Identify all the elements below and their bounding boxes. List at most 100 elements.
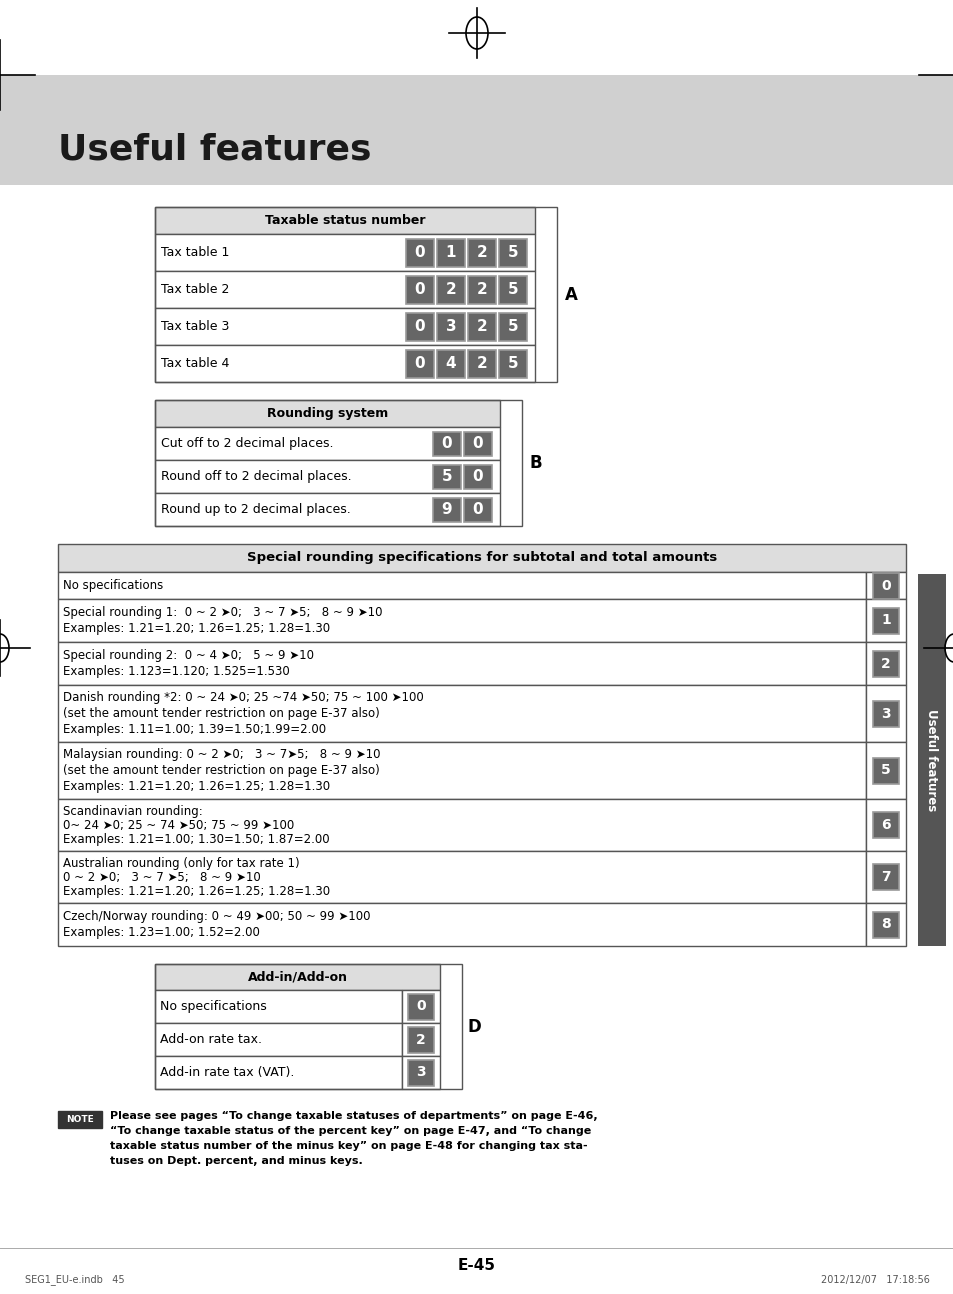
Bar (406, 349, 434, 378)
Text: Useful features: Useful features (924, 709, 938, 811)
Bar (154, 1024, 401, 1056)
Bar (58, 851, 865, 903)
Bar (154, 400, 499, 427)
Text: 5: 5 (507, 245, 517, 260)
Bar (58, 543, 905, 572)
Text: 5: 5 (507, 356, 517, 371)
Text: Scandinavian rounding:: Scandinavian rounding: (63, 805, 203, 818)
Bar (468, 238, 496, 267)
Text: 2012/12/07   17:18:56: 2012/12/07 17:18:56 (821, 1275, 929, 1285)
Bar (468, 312, 496, 340)
Bar (433, 465, 460, 489)
Text: 0: 0 (415, 282, 425, 298)
Bar (154, 345, 535, 382)
Bar (865, 851, 905, 903)
Text: Examples: 1.21=1.20; 1.26=1.25; 1.28=1.30: Examples: 1.21=1.20; 1.26=1.25; 1.28=1.3… (63, 622, 330, 635)
Bar (408, 1026, 434, 1052)
Bar (401, 990, 439, 1024)
Bar (408, 1060, 434, 1086)
Bar (406, 276, 434, 304)
Bar (498, 349, 526, 378)
Bar (872, 911, 898, 937)
Text: Czech/Norway rounding: 0 ~ 49 ➤00; 50 ~ 99 ➤100: Czech/Norway rounding: 0 ~ 49 ➤00; 50 ~ … (63, 910, 370, 923)
Text: 1: 1 (445, 245, 456, 260)
Bar (58, 572, 865, 599)
Bar (498, 276, 526, 304)
Text: Please see pages “To change taxable statuses of departments” on page E-46,: Please see pages “To change taxable stat… (110, 1112, 597, 1121)
Text: 0: 0 (415, 245, 425, 260)
Bar (433, 497, 460, 521)
Text: Special rounding specifications for subtotal and total amounts: Special rounding specifications for subt… (247, 551, 717, 564)
Bar (872, 757, 898, 783)
Text: NOTE: NOTE (66, 1115, 93, 1124)
Text: 0: 0 (415, 320, 425, 334)
Text: (set the amount tender restriction on page E-37 also): (set the amount tender restriction on pa… (63, 707, 379, 719)
Text: 5: 5 (441, 468, 452, 484)
Bar (154, 207, 535, 234)
Bar (872, 813, 898, 839)
Bar (917, 575, 945, 946)
Bar (872, 864, 898, 890)
Text: Examples: 1.123=1.120; 1.525=1.530: Examples: 1.123=1.120; 1.525=1.530 (63, 665, 290, 678)
Text: 0: 0 (472, 502, 483, 518)
Bar (872, 607, 898, 634)
Text: Add-in/Add-on: Add-in/Add-on (247, 970, 347, 983)
Text: D: D (467, 1017, 480, 1035)
Text: “To change taxable status of the percent key” on page E-47, and “To change: “To change taxable status of the percent… (110, 1126, 591, 1136)
Text: 3: 3 (881, 707, 890, 721)
Bar (154, 427, 499, 459)
Bar (865, 572, 905, 599)
Text: Examples: 1.11=1.00; 1.39=1.50;1.99=2.00: Examples: 1.11=1.00; 1.39=1.50;1.99=2.00 (63, 722, 326, 736)
Text: Add-in rate tax (VAT).: Add-in rate tax (VAT). (160, 1066, 294, 1079)
Text: 2: 2 (445, 282, 456, 298)
Text: Rounding system: Rounding system (267, 408, 388, 421)
Text: C: C (919, 736, 931, 754)
Bar (468, 349, 496, 378)
Bar (436, 312, 464, 340)
Text: 4: 4 (445, 356, 456, 371)
Bar (872, 572, 898, 599)
Text: 2: 2 (476, 320, 487, 334)
Text: B: B (529, 454, 541, 472)
Text: 5: 5 (507, 282, 517, 298)
Text: 2: 2 (476, 356, 487, 371)
Bar (433, 431, 460, 455)
Bar (154, 400, 521, 525)
Bar (154, 1056, 401, 1090)
Text: Examples: 1.21=1.00; 1.30=1.50; 1.87=2.00: Examples: 1.21=1.00; 1.30=1.50; 1.87=2.0… (63, 832, 330, 845)
Text: Tax table 2: Tax table 2 (161, 283, 229, 296)
Text: 0 ~ 2 ➤0;   3 ~ 7 ➤5;   8 ~ 9 ➤10: 0 ~ 2 ➤0; 3 ~ 7 ➤5; 8 ~ 9 ➤10 (63, 871, 260, 884)
Text: Examples: 1.23=1.00; 1.52=2.00: Examples: 1.23=1.00; 1.52=2.00 (63, 927, 259, 939)
Text: A: A (564, 286, 577, 304)
Bar (865, 642, 905, 685)
Bar (154, 308, 535, 345)
Bar (154, 964, 439, 990)
Text: Australian rounding (only for tax rate 1): Australian rounding (only for tax rate 1… (63, 857, 299, 870)
Text: 5: 5 (881, 763, 890, 778)
Bar (58, 1112, 102, 1128)
Bar (58, 903, 865, 946)
Text: 2: 2 (416, 1033, 425, 1047)
Text: 2: 2 (881, 656, 890, 670)
Bar (154, 493, 499, 525)
Bar (463, 431, 492, 455)
Bar (58, 599, 865, 642)
Bar (401, 1024, 439, 1056)
Text: Examples: 1.21=1.20; 1.26=1.25; 1.28=1.30: Examples: 1.21=1.20; 1.26=1.25; 1.28=1.3… (63, 885, 330, 898)
Text: 3: 3 (445, 320, 456, 334)
Text: 5: 5 (507, 320, 517, 334)
Bar (406, 312, 434, 340)
Text: Cut off to 2 decimal places.: Cut off to 2 decimal places. (161, 437, 334, 450)
Bar (154, 234, 535, 270)
Bar (865, 741, 905, 798)
Bar (436, 349, 464, 378)
Text: Tax table 1: Tax table 1 (161, 246, 229, 259)
Text: 8: 8 (881, 917, 890, 932)
Text: Taxable status number: Taxable status number (265, 214, 425, 226)
Text: Examples: 1.21=1.20; 1.26=1.25; 1.28=1.30: Examples: 1.21=1.20; 1.26=1.25; 1.28=1.3… (63, 780, 330, 793)
Bar (865, 798, 905, 851)
Text: No specifications: No specifications (160, 1000, 267, 1013)
Bar (58, 741, 865, 798)
Text: 0: 0 (472, 468, 483, 484)
Bar (408, 994, 434, 1020)
